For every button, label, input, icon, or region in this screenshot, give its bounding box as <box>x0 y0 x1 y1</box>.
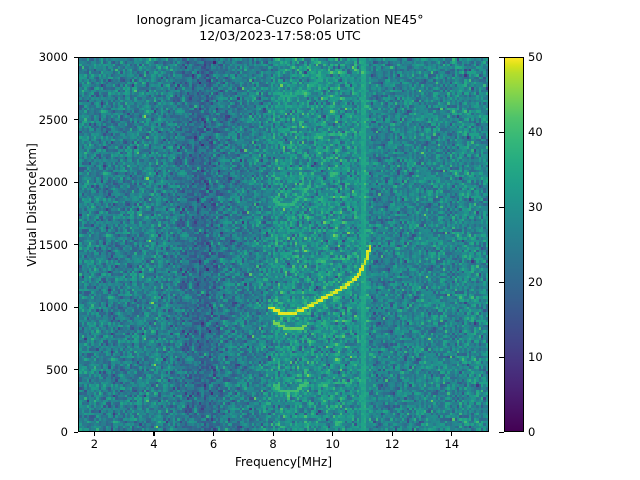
x-axis-tick-label: 6 <box>209 437 218 451</box>
colorbar-tick-label: 20 <box>528 275 543 289</box>
colorbar-tick <box>499 281 504 283</box>
y-axis-label: Virtual Distance[km] <box>25 143 39 267</box>
colorbar-tick-label: 40 <box>528 125 543 139</box>
figure-title: Ionogram Jicamarca-Cuzco Polarization NE… <box>0 12 560 44</box>
x-axis-label: Frequency[MHz] <box>234 455 333 469</box>
y-axis-tick <box>74 56 78 58</box>
x-axis-tick <box>332 432 334 436</box>
y-axis-tick-label: 2500 <box>38 112 68 127</box>
x-axis-tick-label: 2 <box>90 437 99 451</box>
y-axis-tick-label: 1500 <box>38 237 68 252</box>
colorbar-tick <box>499 131 504 133</box>
y-axis-tick <box>74 306 78 308</box>
y-axis-tick <box>74 244 78 246</box>
y-axis-tick-label: 0 <box>60 425 68 439</box>
y-axis-tick-label: 2000 <box>38 175 68 189</box>
colorbar-tick-label: 50 <box>528 50 543 64</box>
heatmap-plot-area <box>78 57 489 432</box>
colorbar-tick-label: 30 <box>528 200 543 214</box>
colorbar-tick-label: 10 <box>528 350 543 364</box>
title-line-1: Ionogram Jicamarca-Cuzco Polarization NE… <box>136 12 424 27</box>
ionogram-heatmap <box>79 58 488 431</box>
colorbar-tick-label: 0 <box>528 425 536 439</box>
y-axis-tick <box>74 369 78 371</box>
y-axis-tick <box>74 119 78 121</box>
y-axis-tick-label: 1000 <box>38 300 68 314</box>
x-axis-tick <box>93 432 95 436</box>
x-axis-tick-label: 14 <box>444 437 460 451</box>
colorbar-tick <box>499 431 504 433</box>
colorbar <box>504 57 524 432</box>
x-axis-tick <box>272 432 274 436</box>
x-axis-tick <box>213 432 215 436</box>
x-axis-tick-label: 12 <box>384 437 400 451</box>
colorbar-tick <box>499 206 504 208</box>
y-axis-tick-label: 500 <box>46 362 68 377</box>
colorbar-tick <box>499 356 504 358</box>
x-axis-tick <box>391 432 393 436</box>
x-axis-tick-label: 8 <box>269 437 277 451</box>
colorbar-tick <box>499 56 504 58</box>
y-axis-tick-label: 3000 <box>38 50 68 64</box>
x-axis-tick-label: 4 <box>150 437 158 451</box>
x-axis-tick-label: 10 <box>325 437 340 451</box>
y-axis-tick <box>74 181 78 183</box>
x-axis-tick <box>153 432 155 436</box>
x-axis-tick <box>451 432 453 436</box>
y-axis-tick <box>74 431 78 433</box>
title-line-2: 12/03/2023-17:58:05 UTC <box>199 28 361 43</box>
